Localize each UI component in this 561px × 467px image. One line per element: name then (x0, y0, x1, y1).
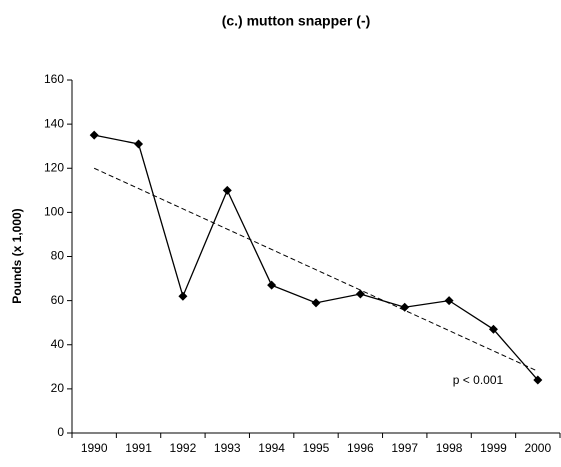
x-tick-label: 1996 (347, 441, 374, 455)
chart-title: (c.) mutton snapper (-) (222, 13, 371, 29)
y-tick-label: 160 (44, 72, 64, 86)
data-marker (444, 296, 454, 306)
x-tick-label: 1994 (258, 441, 285, 455)
y-tick-label: 0 (57, 425, 64, 439)
trend-line (93, 167, 539, 372)
annotation: p < 0.001 (453, 373, 504, 387)
x-tick-label: 1992 (170, 441, 197, 455)
y-tick-label: 120 (44, 160, 64, 174)
data-marker (89, 130, 99, 140)
data-marker (533, 375, 543, 385)
x-tick-label: 1990 (81, 441, 108, 455)
x-tick-label: 1998 (436, 441, 463, 455)
y-tick-label: 20 (51, 381, 65, 395)
data-marker (222, 185, 232, 195)
data-marker (267, 280, 277, 290)
data-marker (178, 291, 188, 301)
x-tick-label: 1995 (303, 441, 330, 455)
x-tick-label: 1991 (125, 441, 152, 455)
data-marker (400, 302, 410, 312)
data-line (94, 134, 539, 381)
data-marker (134, 139, 144, 149)
y-tick-label: 80 (51, 249, 65, 263)
y-axis-label: Pounds (x 1,000) (10, 208, 24, 303)
data-marker (488, 324, 498, 334)
x-tick-label: 1997 (391, 441, 418, 455)
y-tick-label: 100 (44, 205, 64, 219)
y-tick-label: 140 (44, 116, 64, 130)
data-marker (355, 289, 365, 299)
x-tick-label: 1999 (480, 441, 507, 455)
x-tick-label: 2000 (524, 441, 551, 455)
data-marker (311, 298, 321, 308)
y-tick-label: 40 (51, 337, 65, 351)
y-tick-label: 60 (51, 293, 65, 307)
x-tick-label: 1993 (214, 441, 241, 455)
